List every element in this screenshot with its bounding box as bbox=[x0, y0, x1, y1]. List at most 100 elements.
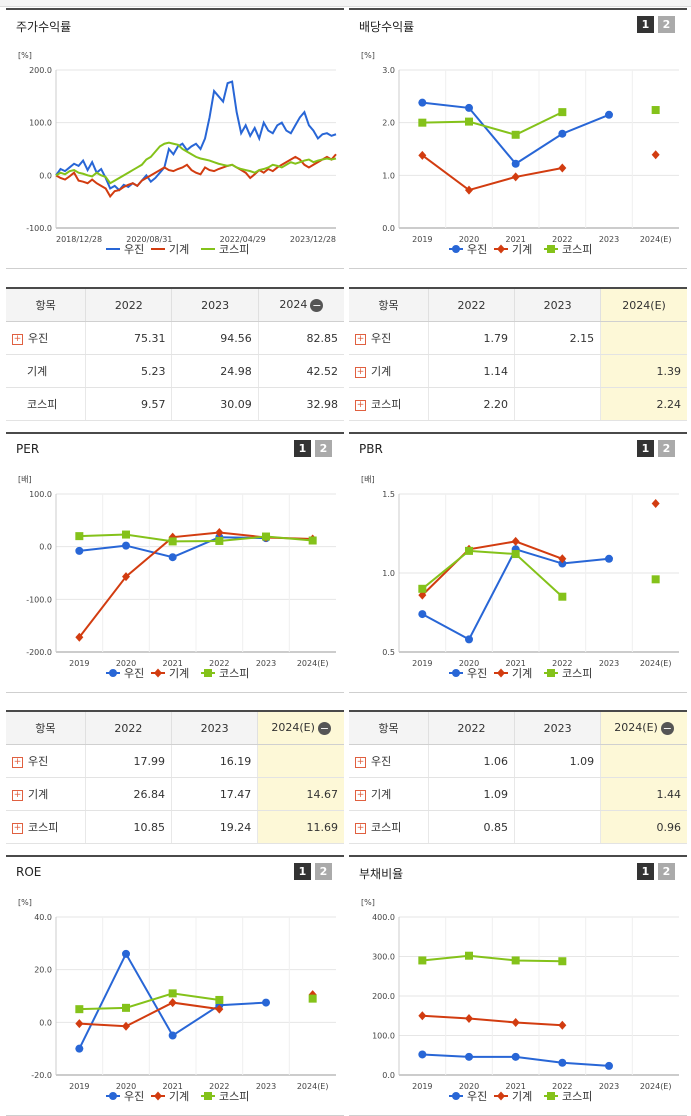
header-label: 2023 bbox=[543, 298, 572, 312]
table-row: + 코스피 10.85 19.24 11.69 bbox=[6, 810, 344, 844]
page-1-button[interactable]: 1 bbox=[637, 863, 654, 880]
page-1-button[interactable]: 1 bbox=[637, 16, 654, 33]
expand-icon[interactable]: + bbox=[12, 756, 23, 768]
data-point bbox=[168, 989, 177, 998]
table-row: + 기계 26.84 17.47 14.67 bbox=[6, 777, 344, 811]
expand-icon[interactable]: + bbox=[355, 789, 366, 801]
page-2-button[interactable]: 2 bbox=[315, 440, 332, 457]
value-cell: 11.69 bbox=[257, 810, 344, 844]
legend-label: 우진 bbox=[124, 667, 144, 680]
series-line bbox=[421, 548, 610, 641]
y-tick-label: 100.0 bbox=[29, 119, 52, 128]
legend-label: 코스피 bbox=[562, 243, 592, 256]
expand-icon[interactable]: + bbox=[355, 756, 366, 768]
row-label: 기계 bbox=[371, 365, 392, 378]
per-table: 항목 2022 2023 2024(E) − + 우진 17.99 16.19 + 기계 26.84 1… bbox=[6, 710, 344, 844]
legend: 우진 기계 코스피 bbox=[449, 667, 592, 680]
page-1-button[interactable]: 1 bbox=[637, 440, 654, 457]
column-header: 항목 bbox=[6, 289, 86, 322]
value-cell: 16.19 bbox=[171, 744, 258, 778]
data-point bbox=[122, 572, 130, 582]
y-tick-label: 3.0 bbox=[382, 66, 395, 75]
row-label: 우진 bbox=[371, 755, 392, 768]
data-point bbox=[465, 1014, 473, 1024]
legend-label: 우진 bbox=[124, 243, 144, 256]
series-line bbox=[422, 954, 563, 963]
collapse-icon[interactable]: − bbox=[317, 721, 331, 735]
value-cell: 5.23 bbox=[85, 354, 172, 388]
row-label: 기계 bbox=[371, 788, 392, 801]
legend-marker bbox=[109, 669, 117, 677]
y-tick-label: 100.0 bbox=[372, 1032, 395, 1041]
page-2-button[interactable]: 2 bbox=[315, 863, 332, 880]
header-label: 항목 bbox=[35, 722, 56, 735]
row-label-cell: + 코스피 bbox=[6, 810, 86, 844]
page-1-button[interactable]: 1 bbox=[294, 863, 311, 880]
header-label: 2024(E) bbox=[614, 721, 658, 735]
expand-icon[interactable]: + bbox=[12, 822, 23, 834]
table-row: + 우진 1.06 1.09 bbox=[349, 744, 687, 778]
pbr-chart: [배] 0.5 1.0 1.5 2019 2020 2021 2022 2023 2024(E) 우… bbox=[361, 475, 679, 680]
data-table: 항목 2022 2023 2024(E) − + 우진 17.99 16.19 + 기계 26.84 1… bbox=[6, 712, 344, 844]
header-label: 2023 bbox=[201, 298, 230, 312]
expand-icon[interactable]: + bbox=[12, 333, 23, 345]
header-label: 2022 bbox=[114, 298, 143, 312]
header-row: 항목 2022 2023 2024(E) − bbox=[349, 712, 687, 745]
data-point bbox=[262, 998, 270, 1007]
data-point bbox=[122, 949, 130, 958]
y-unit-label: [배] bbox=[361, 475, 375, 484]
value-cell bbox=[514, 354, 601, 388]
data-point bbox=[605, 110, 613, 119]
collapse-icon[interactable]: − bbox=[660, 721, 674, 735]
data-table: 항목 2022 2023 2024(E) + 우진 1.79 2.15 + 기계 1.14 1.39 +… bbox=[349, 289, 687, 421]
value-cell: 24.98 bbox=[171, 354, 259, 388]
series-0 bbox=[418, 1050, 613, 1070]
x-tick-label: 2021 bbox=[162, 659, 182, 668]
table-row: + 우진 75.31 94.56 82.85 bbox=[6, 321, 344, 355]
column-header: 2022 bbox=[84, 712, 172, 745]
data-point bbox=[511, 172, 520, 182]
data-point bbox=[262, 532, 270, 541]
y-tick-label: 0.0 bbox=[39, 171, 52, 180]
stock-return-table: 항목 2022 2023 2024− + 우진 75.31 94.56 82.85 기계 5.23 2… bbox=[6, 287, 344, 421]
page-2-button[interactable]: 2 bbox=[658, 863, 675, 880]
expand-icon[interactable]: + bbox=[355, 822, 366, 834]
value-cell: 1.79 bbox=[427, 321, 515, 355]
column-header: 항목 bbox=[349, 712, 429, 745]
value-cell: 2.24 bbox=[600, 387, 687, 421]
expand-icon[interactable]: + bbox=[355, 333, 366, 345]
legend-marker bbox=[547, 669, 555, 677]
data-point bbox=[558, 554, 567, 564]
x-tick-label: 2023 bbox=[256, 1082, 276, 1091]
value-cell: 19.24 bbox=[171, 810, 258, 844]
x-tick-label: 2023 bbox=[256, 659, 276, 668]
value-cell bbox=[514, 387, 601, 421]
collapse-icon[interactable]: − bbox=[310, 298, 324, 312]
x-tick-label: 2019 bbox=[412, 235, 432, 244]
value-cell: 82.85 bbox=[257, 321, 344, 355]
page-2-button[interactable]: 2 bbox=[658, 16, 675, 33]
data-point bbox=[465, 1052, 473, 1061]
pager: 1 2 bbox=[637, 440, 675, 457]
column-header: 2022 bbox=[427, 712, 515, 745]
table-row: + 우진 17.99 16.19 bbox=[6, 744, 344, 778]
expand-icon[interactable]: + bbox=[355, 366, 366, 378]
x-tick-label: 2020 bbox=[116, 1082, 136, 1091]
expand-icon[interactable]: + bbox=[12, 789, 23, 801]
x-tick-label: 2024(E) bbox=[640, 1082, 672, 1091]
data-point bbox=[75, 1044, 84, 1053]
series-line-1 bbox=[55, 153, 337, 199]
expand-icon[interactable]: + bbox=[355, 399, 366, 411]
page-1-button[interactable]: 1 bbox=[294, 440, 311, 457]
series-line bbox=[79, 1001, 220, 1028]
legend-marker bbox=[497, 668, 505, 678]
data-point bbox=[558, 559, 567, 568]
legend: 우진 기계 코스피 bbox=[449, 1090, 592, 1103]
header-label: 항목 bbox=[378, 299, 399, 312]
column-header: 2023 bbox=[171, 289, 259, 322]
data-point bbox=[511, 536, 520, 546]
column-header: 2022 bbox=[85, 289, 172, 322]
page-2-button[interactable]: 2 bbox=[658, 440, 675, 457]
row-label: 코스피 bbox=[28, 821, 59, 834]
legend-marker bbox=[547, 1092, 555, 1100]
